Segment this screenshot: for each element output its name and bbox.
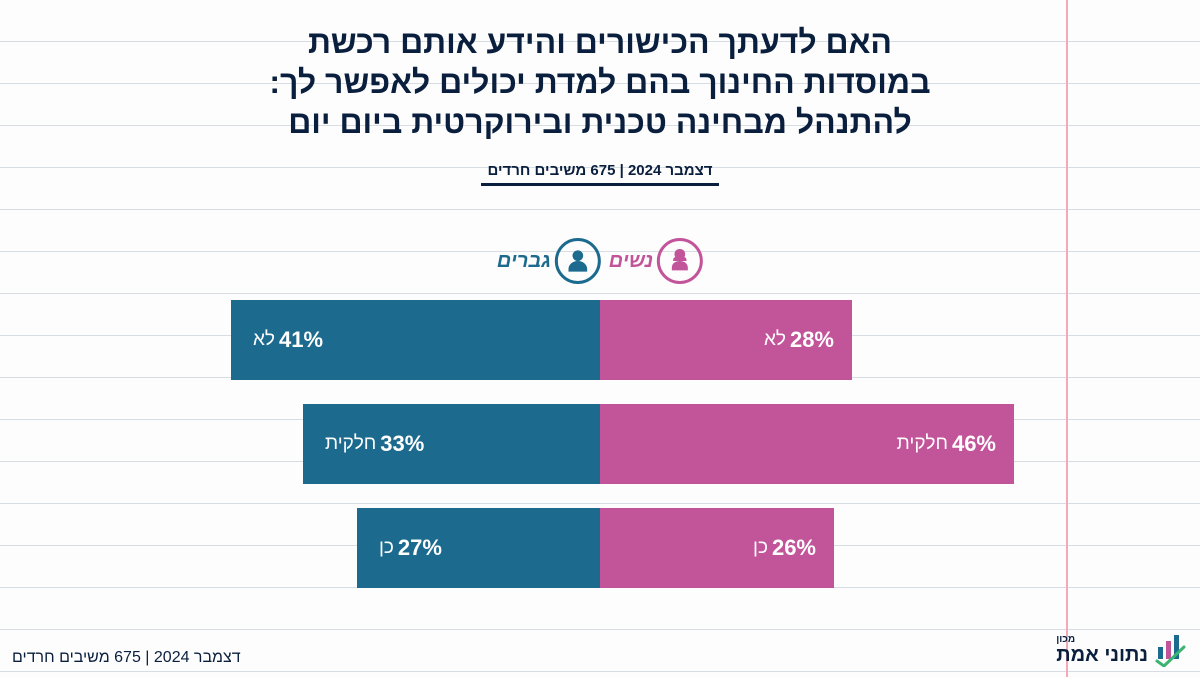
footer-text: דצמבר 2024 | 675 משיבים חרדים xyxy=(12,649,241,667)
bar-label: כן xyxy=(753,537,768,559)
chart-row: 33% חלקית46% חלקית xyxy=(0,404,1200,484)
bar-women: 28% לא xyxy=(600,300,852,380)
bar-value: 33% xyxy=(380,431,424,457)
logo-icon xyxy=(1154,633,1188,667)
subtitle-wrap: דצמבר 2024 | 675 משיבים חרדים xyxy=(0,160,1200,186)
legend-item-men: גברים xyxy=(497,238,601,284)
footer: מכון נתוני אמת דצמבר 2024 | 675 משיבים ח… xyxy=(12,633,1188,667)
bar-value: 27% xyxy=(398,535,442,561)
logo-text: מכון נתוני אמת xyxy=(1056,635,1148,665)
bar-label: לא xyxy=(764,329,786,351)
logo: מכון נתוני אמת xyxy=(1056,633,1188,667)
bar-value: 28% xyxy=(790,327,834,353)
female-icon xyxy=(657,238,703,284)
bar-label: חלקית xyxy=(897,433,948,455)
bar-label: כן xyxy=(379,537,394,559)
male-icon xyxy=(555,238,601,284)
content: האם לדעתך הכישורים והידע אותם רכשת במוסד… xyxy=(0,0,1200,677)
legend-item-women: נשים xyxy=(609,238,703,284)
diverging-bar-chart: 41% לא28% לא33% חלקית46% חלקית27% כן26% … xyxy=(0,300,1200,610)
bar-women: 46% חלקית xyxy=(600,404,1014,484)
logo-big: נתוני אמת xyxy=(1056,645,1148,665)
bar-men: 41% לא xyxy=(231,300,600,380)
legend-label-men: גברים xyxy=(497,250,551,273)
legend: נשים גברים xyxy=(497,238,703,284)
legend-label-women: נשים xyxy=(609,250,653,273)
bar-women: 26% כן xyxy=(600,508,834,588)
bar-men: 33% חלקית xyxy=(303,404,600,484)
chart-row: 27% כן26% כן xyxy=(0,508,1200,588)
chart-row: 41% לא28% לא xyxy=(0,300,1200,380)
bar-men: 27% כן xyxy=(357,508,600,588)
bar-value: 46% xyxy=(952,431,996,457)
page-title: האם לדעתך הכישורים והידע אותם רכשת במוסד… xyxy=(150,22,1050,142)
bar-label: חלקית xyxy=(325,433,376,455)
bar-value: 26% xyxy=(772,535,816,561)
bar-value: 41% xyxy=(279,327,323,353)
subtitle: דצמבר 2024 | 675 משיבים חרדים xyxy=(481,160,718,186)
bar-label: לא xyxy=(253,329,275,351)
